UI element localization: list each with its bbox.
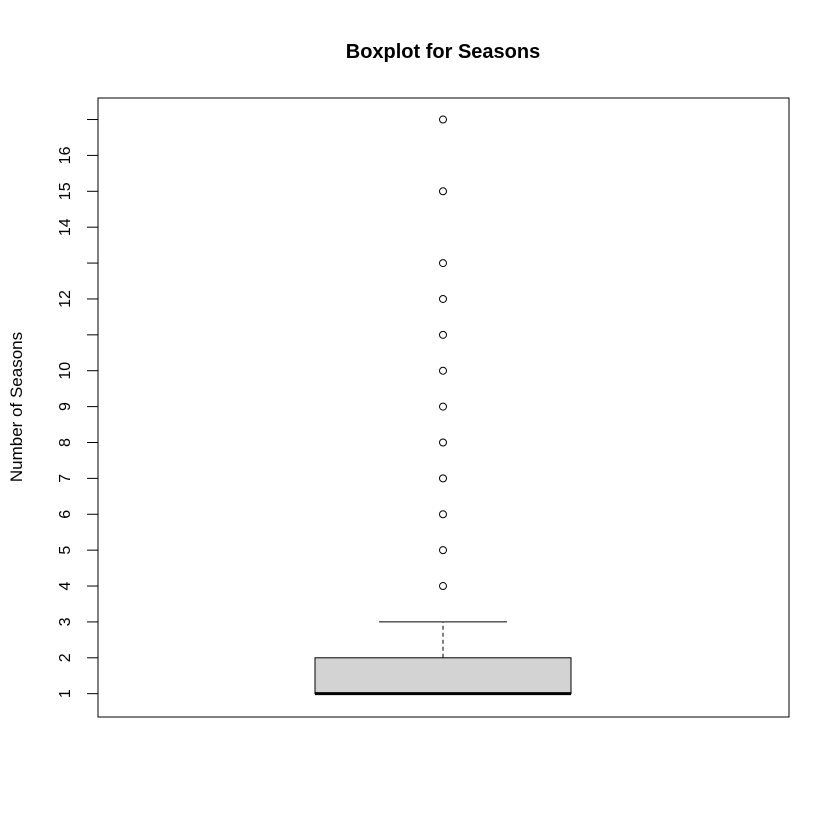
outlier-point: [439, 366, 447, 375]
y-tick-label: 4: [57, 581, 74, 590]
y-tick-label: 10: [57, 362, 74, 380]
chart-title: Boxplot for Seasons: [346, 41, 540, 63]
y-tick-label: 14: [57, 218, 74, 236]
outlier-point: [439, 510, 447, 519]
outlier-point: [439, 330, 447, 339]
box-group: [314, 621, 572, 696]
y-tick-label: 5: [57, 546, 74, 555]
y-tick-label: 2: [57, 653, 74, 662]
y-tick-label: 9: [57, 402, 74, 411]
y-tick-label: 16: [57, 146, 74, 164]
outlier-point: [439, 115, 447, 124]
outlier-point: [439, 474, 447, 483]
outlier-point: [439, 546, 447, 555]
y-tick-label: 15: [57, 182, 74, 200]
plot-frame: [97, 97, 790, 718]
y-tick-label: 1: [57, 689, 74, 698]
outlier-point: [439, 402, 447, 411]
outlier-point: [439, 582, 447, 591]
outlier-group: [439, 115, 447, 591]
y-axis-label: Number of Seasons: [7, 332, 26, 482]
iqr-box: [314, 657, 572, 695]
y-tick-label: 7: [57, 474, 74, 483]
y-tick-label: 12: [57, 290, 74, 308]
outlier-point: [439, 294, 447, 303]
outlier-point: [439, 259, 447, 268]
y-tick-label: 8: [57, 438, 74, 447]
outlier-point: [439, 187, 447, 196]
y-tick-label: 6: [57, 510, 74, 519]
y-tick-label: 3: [57, 617, 74, 626]
outlier-point: [439, 438, 447, 447]
